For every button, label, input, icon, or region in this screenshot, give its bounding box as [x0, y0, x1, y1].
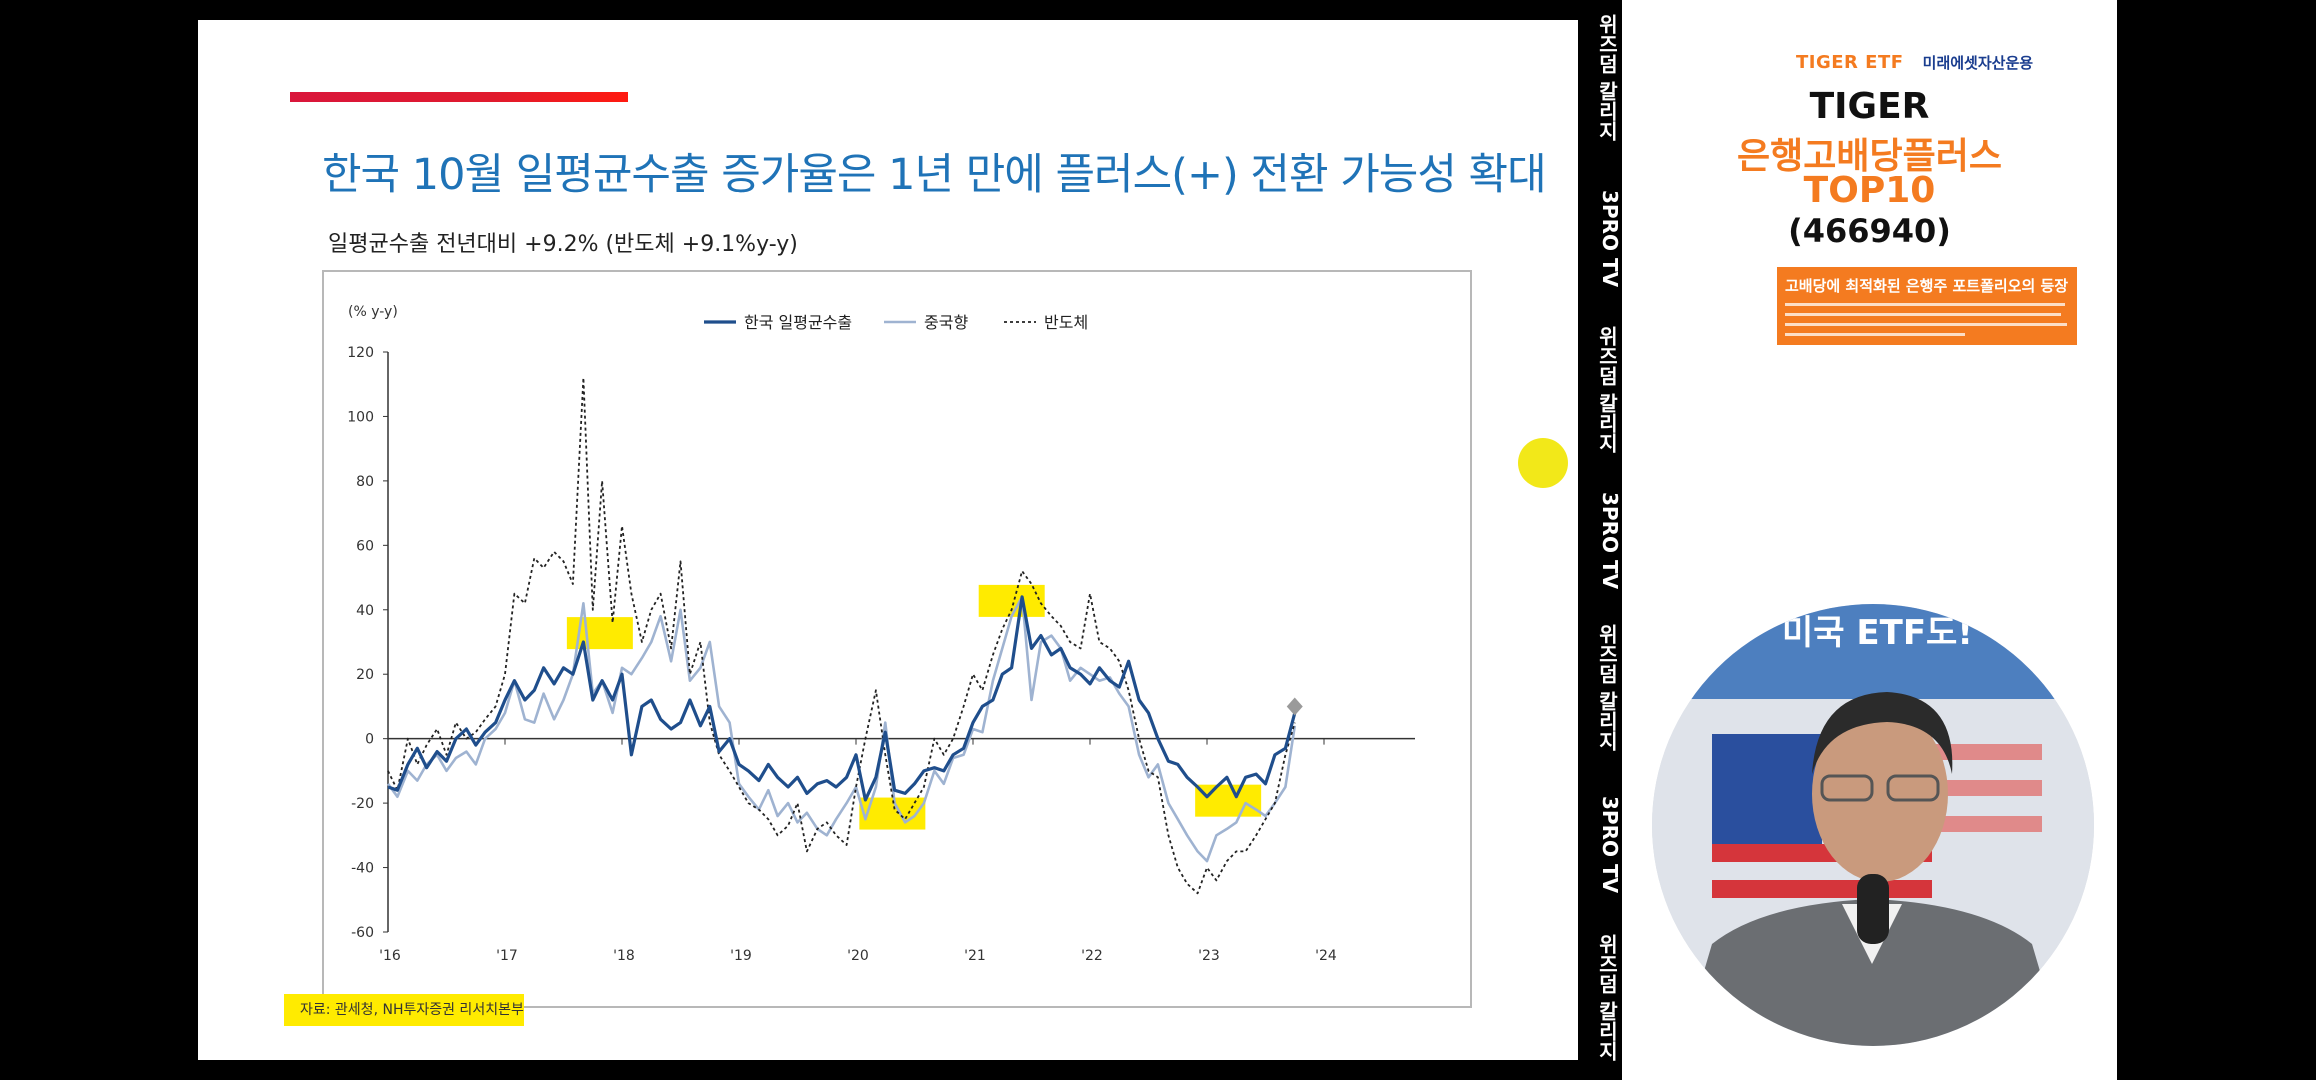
- end-marker: [1286, 697, 1303, 716]
- y-tick-label: -60: [351, 925, 374, 941]
- series-line: [387, 595, 1297, 802]
- promo-box: 고배당에 최적화된 은행주 포트폴리오의 등장: [1777, 267, 2077, 345]
- line-chart: 120 100 80 60 40 20 0 -20 -40 -60 (% y-y) '16 '17 '18…: [347, 304, 1415, 964]
- legend-label: 한국 일평균수출: [744, 313, 852, 332]
- y-tick-label: 80: [356, 474, 374, 490]
- highlight-box: [978, 584, 1045, 617]
- fine-print-line: [1785, 303, 2065, 306]
- y-tick-label: -20: [351, 796, 374, 812]
- slide-subtitle: 일평균수출 전년대비 +9.2% (반도체 +9.1%y-y): [328, 232, 798, 257]
- presenter-video: 미국 ETF도!: [1652, 604, 2094, 1046]
- brand-logo: TIGER ETF: [1796, 52, 1904, 73]
- strip-label-1: 위즈덤 칼리지: [1595, 14, 1619, 141]
- legend-label: 반도체: [1044, 313, 1088, 332]
- y-tick-label: 20: [356, 667, 374, 683]
- x-tick-label: '17: [496, 948, 518, 964]
- fine-print-line: [1785, 323, 2067, 326]
- y-tick-label: 0: [365, 732, 374, 748]
- x-tick-label: '23: [1198, 948, 1220, 964]
- strip-label-6: 3PRO TV: [1598, 796, 1622, 894]
- y-tick-label: 60: [356, 538, 374, 554]
- x-tick-label: '19: [730, 948, 752, 964]
- series-line: [386, 595, 1297, 863]
- laser-pointer: [1518, 438, 1568, 488]
- ad-title-line3: TOP10: [1803, 170, 1936, 211]
- highlight-box: [1195, 784, 1262, 817]
- y-tick-label: 120: [347, 345, 374, 361]
- ad-fund-code: (466940): [1788, 212, 1951, 250]
- presenter-figure: [1682, 692, 2062, 1046]
- promo-title: 고배당에 최적화된 은행주 포트폴리오의 등장: [1785, 277, 2069, 295]
- legend-label: 중국향: [924, 313, 968, 332]
- strip-label-7: 위즈덤 칼리지: [1595, 934, 1619, 1061]
- y-tick-label: -40: [351, 861, 374, 877]
- x-tick-label: '22: [1081, 948, 1103, 964]
- slide-title: 한국 10월 일평균수출 증가율은 1년 만에 플러스(+) 전환 가능성 확대: [322, 150, 1547, 200]
- fine-print-line: [1785, 333, 1965, 336]
- strip-label-5: 위즈덤 칼리지: [1595, 624, 1619, 751]
- y-tick-label: 40: [356, 603, 374, 619]
- y-axis-label: (% y-y): [348, 304, 398, 320]
- x-tick-label: '24: [1315, 948, 1337, 964]
- y-tick-label: 100: [347, 409, 374, 425]
- chart-frame: 120 100 80 60 40 20 0 -20 -40 -60 (% y-y) '16 '17 '18…: [322, 270, 1472, 1008]
- accent-bar: [290, 92, 628, 102]
- presentation-slide: 한국 10월 일평균수출 증가율은 1년 만에 플러스(+) 전환 가능성 확대…: [198, 20, 1578, 1060]
- presenter-scene: 미국 ETF도!: [1652, 604, 2094, 1046]
- strip-label-3: 위즈덤 칼리지: [1595, 326, 1619, 453]
- x-tick-label: '20: [847, 948, 869, 964]
- series-line: [387, 376, 1296, 895]
- company-name: 미래에셋자산운용: [1922, 54, 2034, 72]
- vertical-channel-strip: 위즈덤 칼리지 3PRO TV 위즈덤 칼리지 3PRO TV 위즈덤 칼리지 …: [1578, 0, 1622, 1080]
- brand-row: TIGER ETF 미래에셋자산운용: [1796, 52, 2033, 73]
- letterbox-right: [2117, 0, 2316, 1080]
- x-tick-label: '21: [964, 948, 986, 964]
- strip-label-4: 3PRO TV: [1598, 492, 1622, 590]
- source-note: 자료: 관세청, NH투자증권 리서치본부: [284, 994, 524, 1026]
- x-tick-label: '18: [613, 948, 635, 964]
- ad-title-line2: 은행고배당플러스: [1737, 136, 2002, 177]
- fine-print-line: [1785, 313, 2061, 316]
- ad-title-line1: TIGER: [1809, 86, 1930, 127]
- strip-label-2: 3PRO TV: [1598, 190, 1622, 288]
- backdrop-text: 미국 ETF도!: [1782, 613, 1973, 653]
- x-tick-label: '16: [379, 948, 401, 964]
